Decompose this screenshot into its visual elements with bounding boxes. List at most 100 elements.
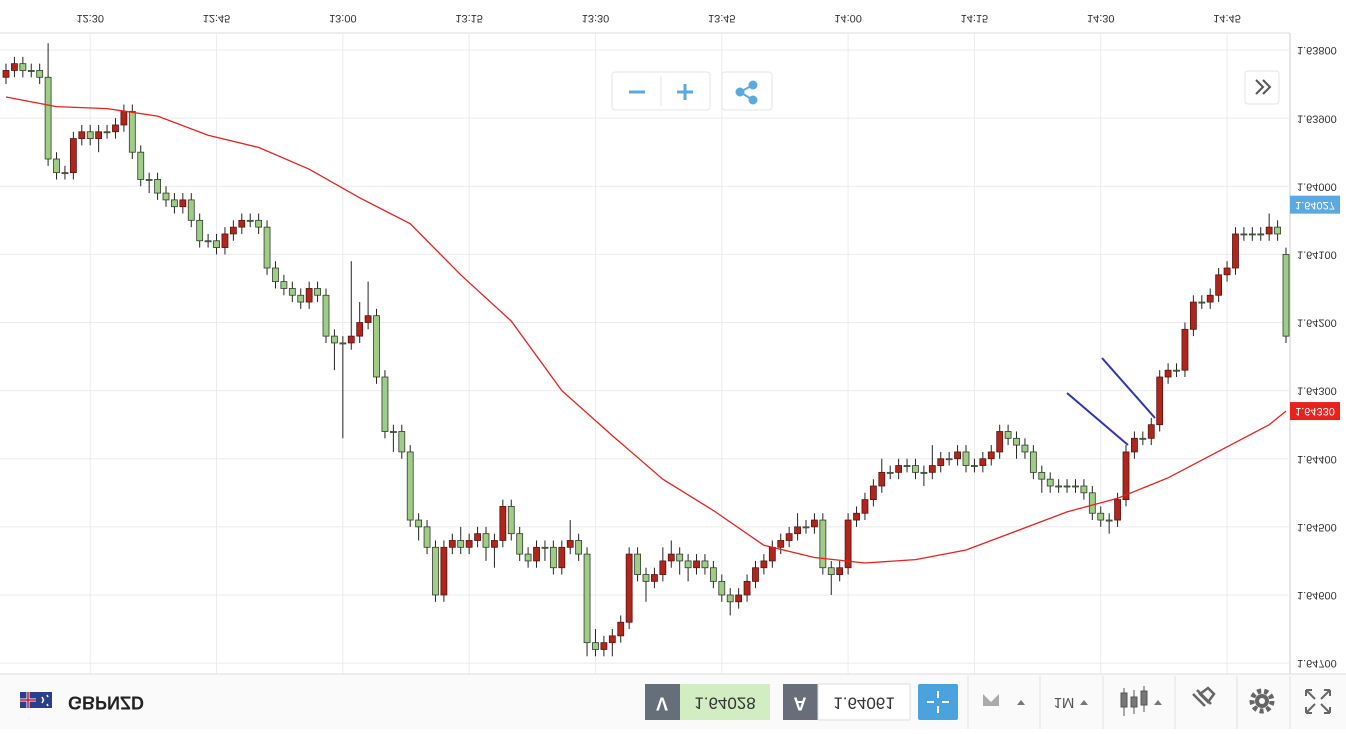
sell-button[interactable] xyxy=(645,684,680,720)
candle-body xyxy=(701,560,709,569)
candle-body xyxy=(381,376,389,432)
candle-body xyxy=(1088,492,1096,514)
candle-body xyxy=(895,465,903,473)
candle-body xyxy=(95,131,103,139)
candle-body xyxy=(1282,253,1290,337)
candle-body xyxy=(566,540,574,548)
candle-body xyxy=(1122,451,1130,501)
drawings-icon[interactable] xyxy=(1192,686,1216,707)
candle-body xyxy=(1105,519,1113,522)
candle-body xyxy=(642,574,650,582)
candle-body xyxy=(802,526,810,529)
candle-body xyxy=(213,240,220,248)
candle-body xyxy=(389,431,397,433)
candle-body xyxy=(1055,485,1063,488)
candle-body xyxy=(27,70,35,72)
y-tick-label: 1.64400 xyxy=(1297,453,1337,465)
candle-body xyxy=(1164,369,1172,378)
candle-body xyxy=(2,70,10,78)
candle-body xyxy=(255,219,263,228)
candle-body xyxy=(1021,444,1029,453)
candle-body xyxy=(625,553,633,623)
candle-body xyxy=(1063,485,1071,488)
draw-tool[interactable] xyxy=(983,694,1025,706)
x-tick-label: 13:30 xyxy=(582,12,610,24)
y-tick-label: 1.64100 xyxy=(1297,248,1337,260)
x-tick-label: 13:45 xyxy=(708,12,736,24)
candle-body xyxy=(709,567,717,582)
candle-body xyxy=(524,553,532,562)
candle-body xyxy=(491,540,498,548)
trend-line xyxy=(1066,392,1129,446)
settings[interactable] xyxy=(1249,688,1275,714)
candle-body xyxy=(364,315,372,323)
candle-body xyxy=(794,526,801,535)
bid-price-tag xyxy=(1290,195,1340,214)
candle-body xyxy=(1156,376,1164,426)
candle-body xyxy=(920,471,928,474)
candle-body xyxy=(1114,499,1121,521)
candle-body xyxy=(760,560,768,569)
candle-body xyxy=(398,431,406,453)
candle-body xyxy=(272,267,279,283)
candle-body xyxy=(482,533,490,548)
candle-body xyxy=(600,642,608,650)
share[interactable] xyxy=(735,80,758,105)
candle-body xyxy=(684,560,692,569)
candle-body xyxy=(406,451,414,521)
toolbar: GBPNZD V 1.64028 A 1.64061 1M xyxy=(0,673,1346,729)
candle-body xyxy=(314,288,321,296)
sell-price-box[interactable] xyxy=(680,684,770,720)
candle-body xyxy=(229,226,237,235)
candle-body xyxy=(1257,233,1265,236)
candle-body xyxy=(844,519,852,569)
candle-body xyxy=(549,546,557,569)
buy-price: 1.64061 xyxy=(833,694,894,713)
candle-body xyxy=(69,138,77,174)
ma-price-tag xyxy=(1290,402,1340,421)
candle-body xyxy=(886,471,894,474)
zoom-controls xyxy=(611,70,1280,111)
candle-body xyxy=(373,315,380,378)
candle-body xyxy=(297,294,305,303)
buy-price-box[interactable] xyxy=(817,683,911,721)
candle-body xyxy=(187,199,195,221)
candle-body xyxy=(928,465,936,473)
ma-price-label: 1.64330 xyxy=(1295,405,1335,417)
candle-body xyxy=(979,458,987,466)
y-tick-label: 1.64000 xyxy=(1297,180,1337,192)
candle-body xyxy=(1181,328,1189,371)
candle-body xyxy=(903,465,911,467)
x-tick-label: 14:45 xyxy=(1213,12,1241,24)
candle-body xyxy=(1173,369,1180,372)
candle-body xyxy=(912,465,919,473)
dividers xyxy=(967,676,1291,729)
x-tick-label: 14:00 xyxy=(834,12,862,24)
candle-body xyxy=(288,288,296,296)
candle-body xyxy=(811,519,818,528)
candle-body xyxy=(204,240,212,243)
zoom-in[interactable] xyxy=(677,84,693,100)
trend-line xyxy=(1101,357,1156,419)
candle-body xyxy=(347,335,355,344)
candle-body xyxy=(465,540,473,548)
candle-body xyxy=(78,131,86,139)
fullscreen[interactable] xyxy=(1305,689,1331,714)
timeframe[interactable]: 1M xyxy=(1054,694,1075,711)
x-tick-label: 14:30 xyxy=(1087,12,1115,24)
chart-type[interactable] xyxy=(1120,686,1162,716)
candle-body xyxy=(971,465,978,467)
y-tick-label: 1.64500 xyxy=(1297,521,1337,533)
candle-body xyxy=(86,131,94,139)
crosshair-button[interactable] xyxy=(918,684,958,720)
candle-body xyxy=(676,553,684,562)
candle-body xyxy=(827,567,835,575)
candle-body xyxy=(558,546,566,569)
buy-label: A xyxy=(794,693,807,713)
buy-button[interactable] xyxy=(783,684,818,720)
share-box xyxy=(721,71,773,111)
candle-body xyxy=(735,594,743,603)
moving-average xyxy=(5,96,1287,564)
candle-body xyxy=(1046,478,1054,487)
